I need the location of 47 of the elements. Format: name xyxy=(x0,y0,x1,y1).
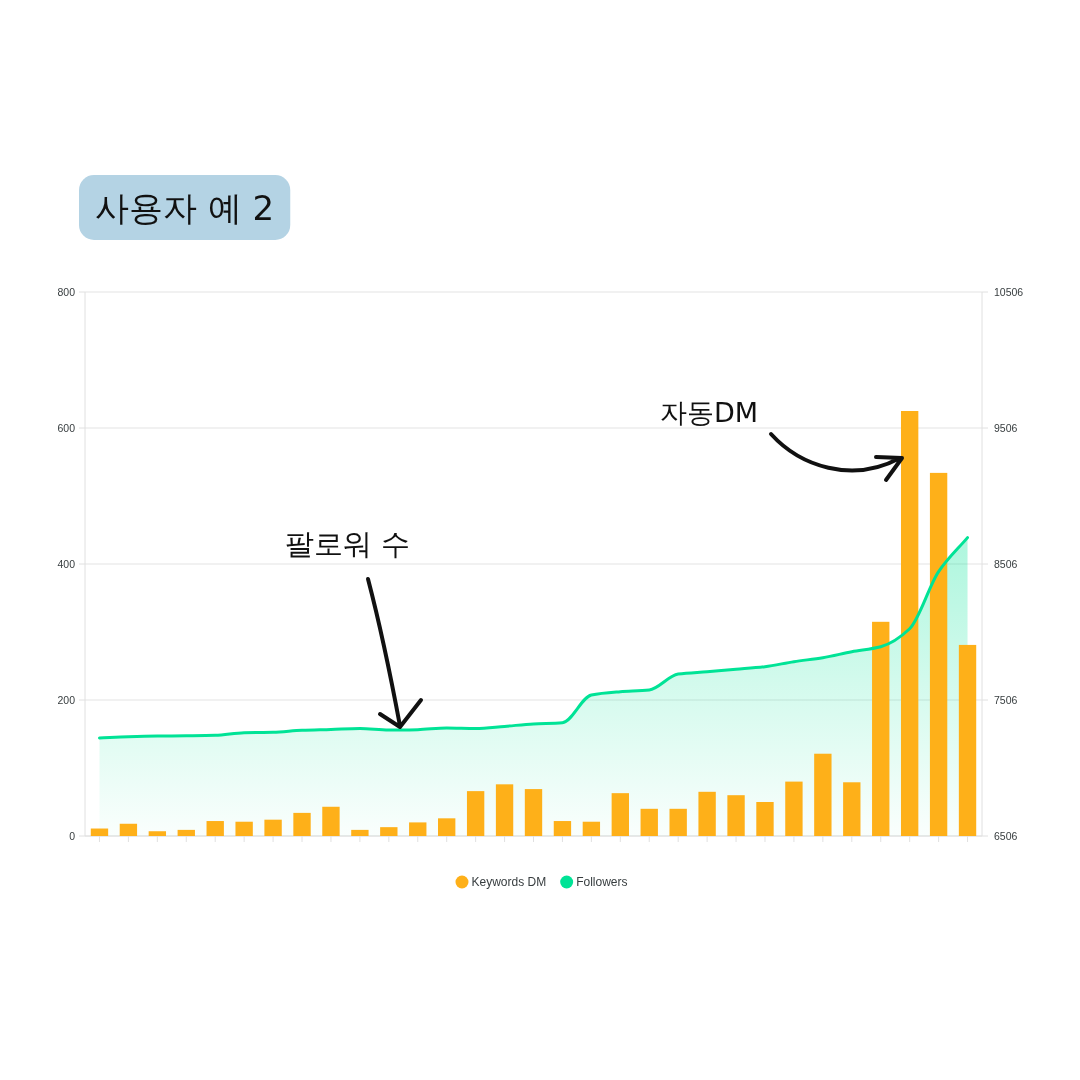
y-tick-label: 800 xyxy=(57,285,76,298)
chart-title: 사용자 예 2 xyxy=(95,188,275,228)
y-tick-label: 400 xyxy=(57,557,76,570)
bar xyxy=(958,644,977,836)
annotation: 자동DM xyxy=(660,397,759,428)
y-tick-label: 0 xyxy=(69,829,76,842)
bar xyxy=(322,806,340,836)
y-tick-label: 600 xyxy=(57,421,76,434)
bar xyxy=(380,827,398,836)
bar xyxy=(669,808,687,836)
bar xyxy=(409,822,427,836)
bar xyxy=(640,808,658,836)
y-tick-label: 200 xyxy=(57,693,76,706)
legend-label: Followers xyxy=(576,875,628,890)
y2-tick-label: 9506 xyxy=(994,421,1018,434)
bar xyxy=(698,791,716,836)
bar xyxy=(90,828,109,836)
bar xyxy=(264,819,282,836)
bar xyxy=(872,621,890,836)
y2-tick-label: 6506 xyxy=(994,829,1018,842)
bar xyxy=(900,411,919,836)
bar xyxy=(929,472,948,836)
title: 사용자 예 2 xyxy=(79,175,291,240)
bar xyxy=(495,784,514,836)
bar xyxy=(611,793,629,836)
bar xyxy=(727,795,745,836)
bar xyxy=(351,829,369,836)
bar xyxy=(553,821,572,836)
y2-tick-label: 8506 xyxy=(994,557,1018,570)
bar xyxy=(148,831,167,836)
bar xyxy=(177,829,195,836)
bar xyxy=(293,812,311,836)
bar xyxy=(843,782,861,836)
annotation: 팔로워 수 xyxy=(285,527,411,561)
bar xyxy=(119,823,138,836)
y2-tick-label: 7506 xyxy=(994,693,1018,706)
legend-label: Keywords DM xyxy=(471,875,547,890)
y2-tick-label: 10506 xyxy=(994,285,1024,298)
bar xyxy=(756,802,774,836)
bar xyxy=(785,781,803,836)
bar xyxy=(206,821,224,836)
bar xyxy=(438,818,456,836)
bar xyxy=(524,789,543,836)
bar xyxy=(582,821,601,836)
bar xyxy=(814,753,832,836)
bar xyxy=(235,821,253,836)
bar xyxy=(466,791,485,836)
